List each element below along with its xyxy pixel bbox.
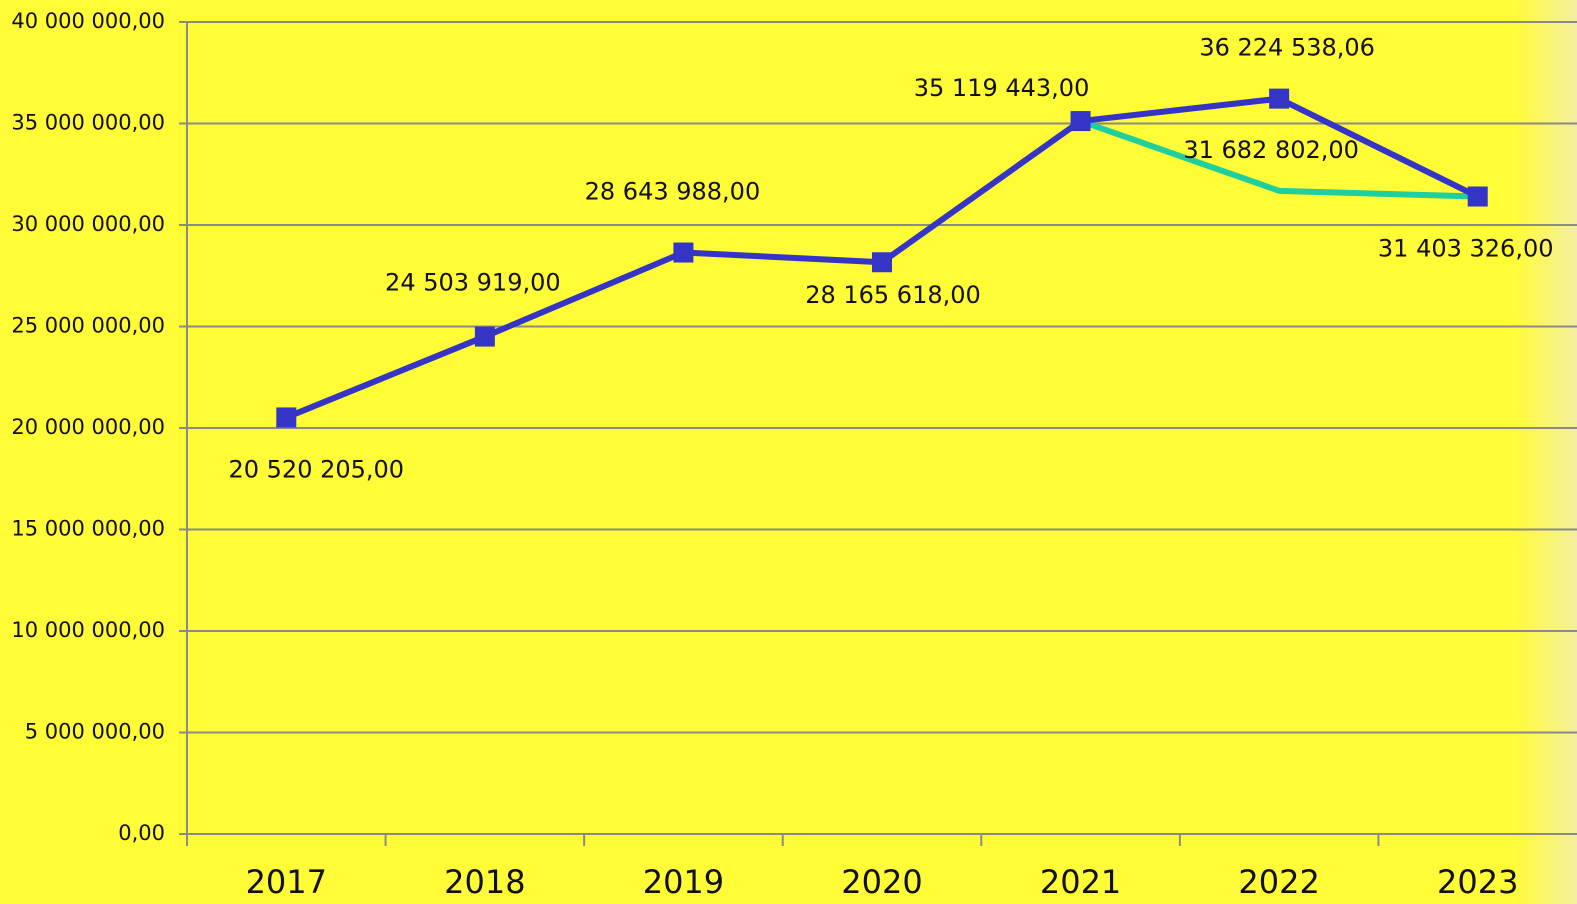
y-tick-label: 15 000 000,00 [11, 517, 165, 541]
y-tick-label: 5 000 000,00 [25, 720, 165, 744]
y-tick-label: 10 000 000,00 [11, 618, 165, 642]
x-tick-label: 2022 [1238, 863, 1319, 901]
x-tick-label: 2017 [246, 863, 327, 901]
y-tick-label: 35 000 000,00 [11, 111, 165, 135]
data-label: 28 643 988,00 [585, 178, 761, 206]
y-tick-label: 40 000 000,00 [11, 9, 165, 33]
x-tick-label: 2019 [643, 863, 724, 901]
x-tick-label: 2021 [1040, 863, 1121, 901]
data-point [1467, 186, 1488, 207]
data-label: 24 503 919,00 [385, 269, 561, 297]
data-label: 28 165 618,00 [805, 281, 981, 309]
data-label: 31 403 326,00 [1378, 235, 1554, 263]
data-point [474, 326, 495, 347]
data-point [1269, 88, 1290, 109]
y-tick-label: 30 000 000,00 [11, 212, 165, 236]
data-label: 36 224 538,06 [1199, 34, 1375, 62]
data-line [1079, 118, 1478, 200]
data-label: 31 682 802,00 [1183, 136, 1359, 164]
y-tick-label: 25 000 000,00 [11, 314, 165, 338]
y-tick-label: 20 000 000,00 [11, 415, 165, 439]
x-tick-label: 2023 [1437, 863, 1518, 901]
x-tick-label: 2018 [444, 863, 525, 901]
x-tick-label: 2020 [841, 863, 922, 901]
data-point [872, 252, 892, 273]
data-point [1070, 111, 1091, 132]
data-point [276, 407, 297, 428]
data-label: 35 119 443,00 [914, 74, 1090, 102]
data-label: 20 520 205,00 [228, 455, 404, 483]
y-tick-label: 0,00 [118, 821, 165, 845]
data-point [673, 242, 694, 263]
